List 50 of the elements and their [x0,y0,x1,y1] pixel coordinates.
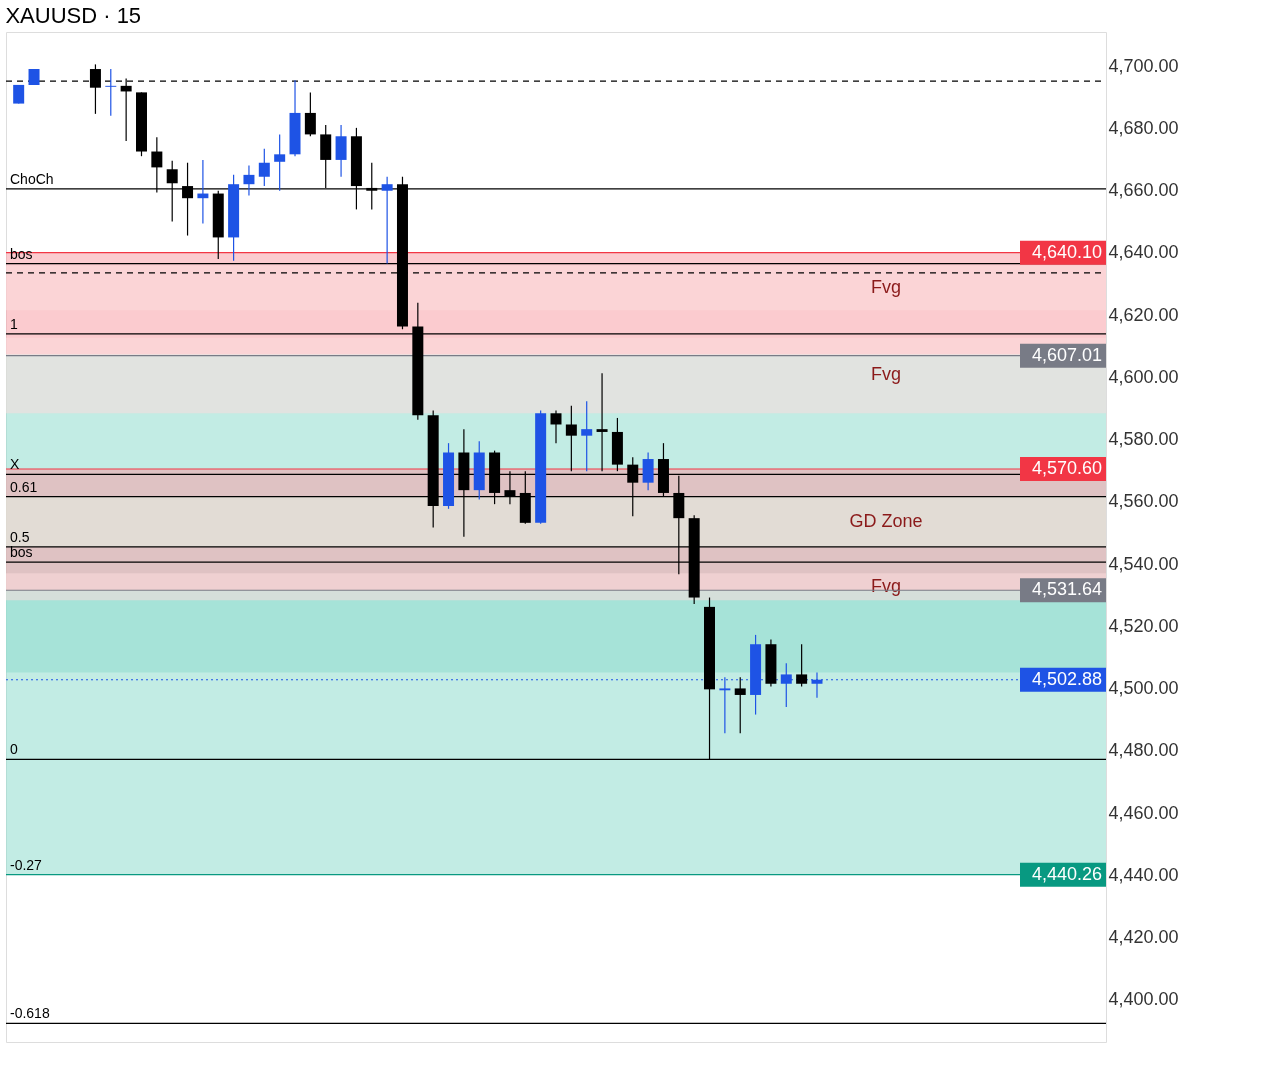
y-tick-label: 4,660.00 [1108,180,1179,201]
band-label: Fvg [870,276,902,297]
y-tick-label: 4,700.00 [1108,55,1179,76]
y-tick-label: 4,460.00 [1108,802,1179,823]
y-tick-label: 4,580.00 [1108,429,1179,450]
y-tick-label: 4,440.00 [1108,864,1179,885]
candlestick [796,643,808,688]
candlestick [642,451,654,491]
ref-line-label: 4,607.01 [1031,344,1102,365]
candlestick [596,372,608,472]
ref-line-label: 4,531.64 [1031,579,1102,600]
ref-line-label: 4,640.10 [1031,241,1102,262]
candlestick [105,68,117,117]
y-tick-label: 4,680.00 [1108,117,1179,138]
annotation: 0 [10,741,18,758]
y-tick-label: 4,400.00 [1108,989,1179,1010]
candlestick [304,91,316,137]
band-label: Fvg [870,575,902,596]
y-tick-label: 4,500.00 [1108,678,1179,699]
annotation: 1 [10,315,18,332]
y-tick-label: 4,620.00 [1108,304,1179,325]
chart-title: XAUUSD · 15 [5,3,142,28]
annotation: -0.27 [10,856,43,873]
y-tick-label: 4,540.00 [1108,553,1179,574]
band-label: Fvg [870,364,902,385]
annotation: bos [10,544,33,561]
band-label: GD Zone [849,510,923,531]
y-tick-label: 4,600.00 [1108,366,1179,387]
ref-line-label: 4,502.88 [1031,668,1102,689]
ref-line-label: 4,440.26 [1031,863,1102,884]
y-tick-label: 4,480.00 [1108,740,1179,761]
annotation: 0.5 [10,528,30,545]
candlestick [581,400,593,472]
ref-line-label: 4,570.60 [1031,457,1102,478]
candlestick [734,676,746,734]
candlestick [258,148,270,187]
y-tick-label: 4,640.00 [1108,242,1179,263]
candlestick [274,133,286,192]
annotation: ChoCh [10,170,54,187]
candlestick [381,176,393,265]
y-tick-label: 4,560.00 [1108,491,1179,512]
annotation: -0.618 [10,1005,50,1022]
candlestick [550,409,562,444]
candlestick [565,405,577,472]
annotation: 0.61 [10,478,38,495]
y-tick-label: 4,420.00 [1108,927,1179,948]
annotation: X [10,456,20,473]
candlestick [335,124,347,178]
candlestick [243,164,255,197]
y-tick-label: 4,520.00 [1108,615,1179,636]
